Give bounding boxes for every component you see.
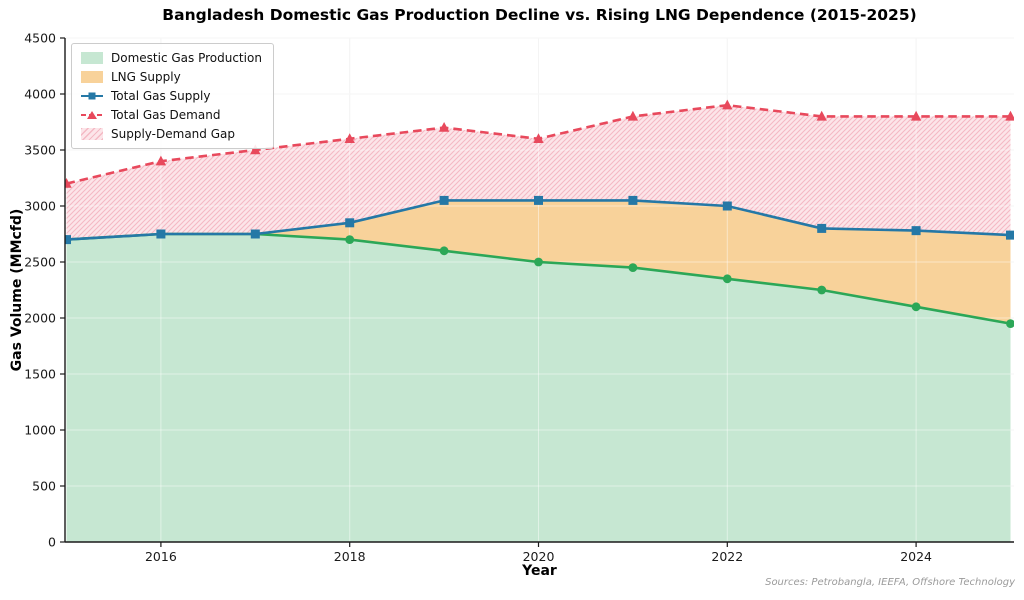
x-axis-label: Year (522, 563, 557, 579)
svg-text:3000: 3000 (24, 198, 56, 213)
svg-text:1000: 1000 (24, 422, 56, 437)
axis-tick-labels: 0 500 1000 1500 2000 2500 3000 3500 4000 4500 2016… (24, 30, 932, 564)
axes-spines (64, 38, 1014, 543)
source-note: Sources: Petrobangla, IEEFA, Offshore Te… (765, 577, 1015, 588)
legend-item-supply-demand-gap: Supply-Demand Gap (81, 127, 262, 141)
legend-item-lng-supply: LNG Supply (81, 70, 262, 84)
axis-ticks (60, 37, 917, 547)
svg-text:2018: 2018 (334, 549, 366, 564)
domestic-area-swatch-icon (81, 52, 103, 64)
legend-label: Supply-Demand Gap (111, 127, 235, 141)
svg-text:3500: 3500 (24, 142, 56, 157)
svg-text:500: 500 (32, 478, 56, 493)
svg-text:0: 0 (48, 534, 56, 549)
chart-title: Bangladesh Domestic Gas Production Decli… (162, 6, 917, 24)
chart-lines (65, 99, 1014, 328)
legend-item-total-gas-supply: Total Gas Supply (81, 89, 262, 103)
legend-item-domestic-gas-production: Domestic Gas Production (81, 51, 262, 65)
chart-legend: Domestic Gas Production LNG Supply Total… (71, 43, 274, 149)
svg-text:2022: 2022 (711, 549, 743, 564)
area-domestic-gas (66, 234, 1011, 542)
triangle-marker-icon (87, 111, 97, 119)
legend-item-total-gas-demand: Total Gas Demand (81, 108, 262, 122)
svg-text:1500: 1500 (24, 366, 56, 381)
lng-area-swatch-icon (81, 71, 103, 83)
svg-text:4500: 4500 (24, 30, 56, 45)
legend-label: Total Gas Demand (111, 108, 221, 122)
svg-text:2016: 2016 (145, 549, 177, 564)
legend-label: Total Gas Supply (111, 89, 211, 103)
square-marker-icon (88, 92, 96, 100)
area-gap-hatch (66, 105, 1011, 240)
svg-text:4000: 4000 (24, 86, 56, 101)
gap-hatch-swatch-icon (81, 128, 103, 140)
legend-label: Domestic Gas Production (111, 51, 262, 65)
svg-text:2000: 2000 (24, 310, 56, 325)
supply-line-swatch-icon (81, 90, 103, 102)
demand-line-swatch-icon (81, 109, 103, 121)
legend-label: LNG Supply (111, 70, 181, 84)
svg-text:2024: 2024 (900, 549, 932, 564)
svg-text:2020: 2020 (523, 549, 555, 564)
y-axis-label: Gas Volume (MMcfd) (9, 208, 25, 372)
svg-text:2500: 2500 (24, 254, 56, 269)
